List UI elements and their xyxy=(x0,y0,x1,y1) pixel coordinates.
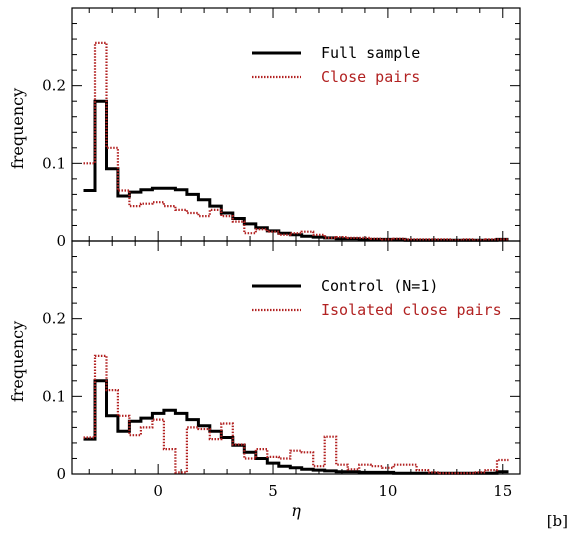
panel-top: 0 0.1 0.2 frequency Full sample Close pairs xyxy=(8,7,521,250)
series-line-2 xyxy=(83,41,509,242)
x-tick-label: 5 xyxy=(268,482,278,500)
y-tick-label: 0.1 xyxy=(42,154,66,172)
y-tick-label: 0.1 xyxy=(42,387,66,405)
x-tick-label: 0 xyxy=(153,482,163,500)
series-line-1 xyxy=(83,99,509,242)
y-axis-title: frequency xyxy=(8,321,27,402)
figure-tag: [b] xyxy=(546,512,568,530)
legend-label: Isolated close pairs xyxy=(321,301,502,319)
y-axis-title: frequency xyxy=(8,88,27,169)
legend-label: Close pairs xyxy=(321,68,420,86)
x-tick-label: 15 xyxy=(493,482,512,500)
y-tick-label: 0.2 xyxy=(42,310,66,328)
y-tick-label: 0.2 xyxy=(42,77,66,95)
x-axis-title: η xyxy=(291,501,301,520)
plot-frame xyxy=(71,240,521,475)
panel-bottom: 0 0.1 0.2 frequency 0 5 10 15 η Control (N=1) Isol… xyxy=(8,240,521,520)
y-tick-label: 0 xyxy=(56,232,66,250)
series-line-2 xyxy=(83,354,509,475)
y-tick-label: 0 xyxy=(56,465,66,483)
legend-label: Control (N=1) xyxy=(321,277,438,295)
series-line-1 xyxy=(83,379,509,475)
legend-label: Full sample xyxy=(321,44,420,62)
x-tick-label: 10 xyxy=(378,482,397,500)
